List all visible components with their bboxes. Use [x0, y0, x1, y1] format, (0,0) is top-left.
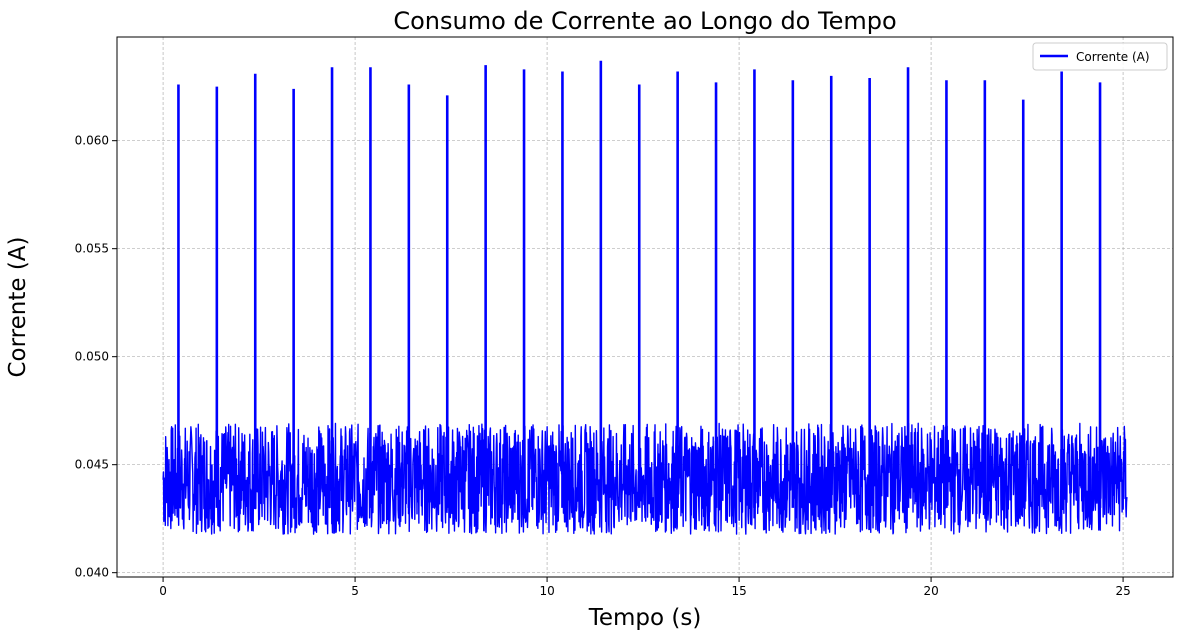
x-tick-label: 20 [923, 584, 938, 598]
x-tick-label: 5 [351, 584, 359, 598]
x-axis: 0 5 10 15 20 25 [159, 577, 1131, 598]
y-tick-label: 0.050 [75, 350, 109, 364]
x-axis-title: Tempo (s) [588, 605, 702, 631]
x-tick-label: 0 [159, 584, 167, 598]
y-tick-label: 0.060 [75, 134, 109, 148]
y-tick-label: 0.055 [75, 242, 109, 256]
plot-layer [162, 60, 1128, 535]
x-tick-label: 15 [731, 584, 746, 598]
legend-label: Corrente (A) [1076, 50, 1150, 64]
y-axis-title: Corrente (A) [5, 236, 31, 377]
legend-box [1032, 42, 1168, 71]
x-tick-label: 10 [539, 584, 554, 598]
legend: Corrente (A) [1032, 42, 1168, 71]
plot-frame [116, 36, 1174, 578]
y-tick-label: 0.040 [75, 566, 109, 580]
chart-title: Consumo de Corrente ao Longo do Tempo [393, 7, 896, 35]
x-tick-label: 25 [1115, 584, 1130, 598]
y-tick-label: 0.045 [75, 458, 109, 472]
series-line [162, 422, 1128, 535]
y-axis: 0.040 0.045 0.050 0.055 0.060 [75, 134, 117, 580]
